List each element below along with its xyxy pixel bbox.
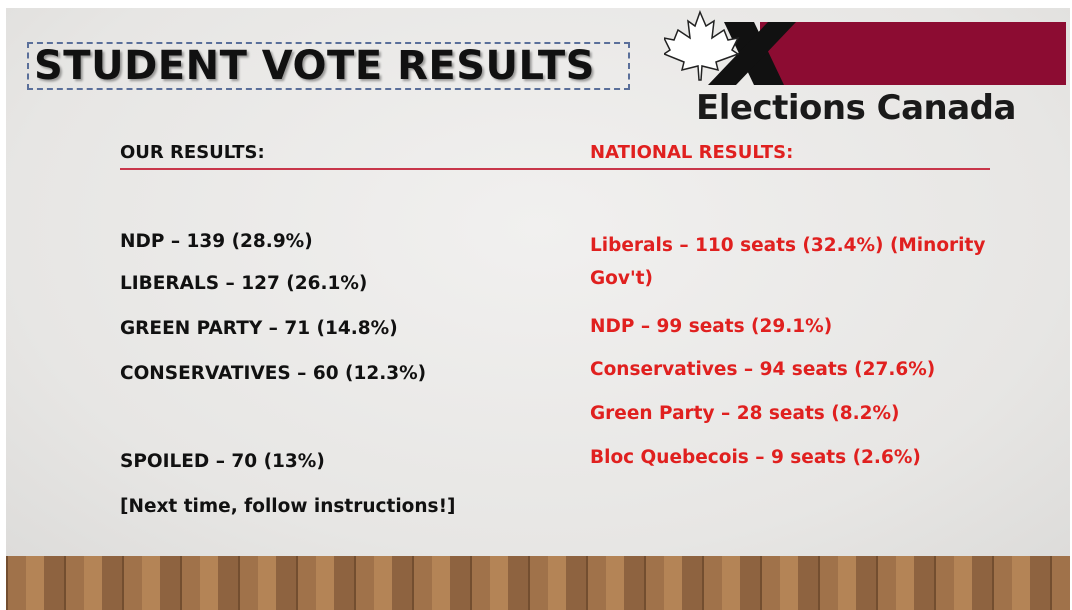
national-result: Conservatives – 94 seats (27.6%) (590, 353, 1000, 386)
left-result: GREEN PARTY – 71 (14.8%) (120, 318, 398, 339)
logo-graphic (664, 10, 1070, 90)
national-result: Liberals – 110 seats (32.4%) (Minority G… (590, 229, 1000, 295)
national-result: Green Party – 28 seats (8.2%) (590, 397, 1000, 430)
spoiled-line: SPOILED – 70 (13%) (120, 451, 325, 472)
note-line: [Next time, follow instructions!] (120, 496, 455, 517)
left-header: OUR RESULTS: (120, 142, 265, 163)
right-header: NATIONAL RESULTS: (590, 142, 793, 163)
left-result: NDP – 139 (28.9%) (120, 231, 313, 252)
logo-bar (760, 22, 1066, 85)
wood-floor (6, 556, 1070, 610)
slide-title: STUDENT VOTE RESULTS (34, 43, 595, 89)
national-result: Bloc Quebecois – 9 seats (2.6%) (590, 441, 1000, 474)
page: STUDENT VOTE RESULTS Elections Canada OU… (0, 0, 1072, 610)
left-result: CONSERVATIVES – 60 (12.3%) (120, 363, 426, 384)
left-result: LIBERALS – 127 (26.1%) (120, 273, 367, 294)
national-result: NDP – 99 seats (29.1%) (590, 310, 1000, 343)
logo-text: Elections Canada (696, 88, 1016, 128)
header-rule (120, 168, 990, 170)
